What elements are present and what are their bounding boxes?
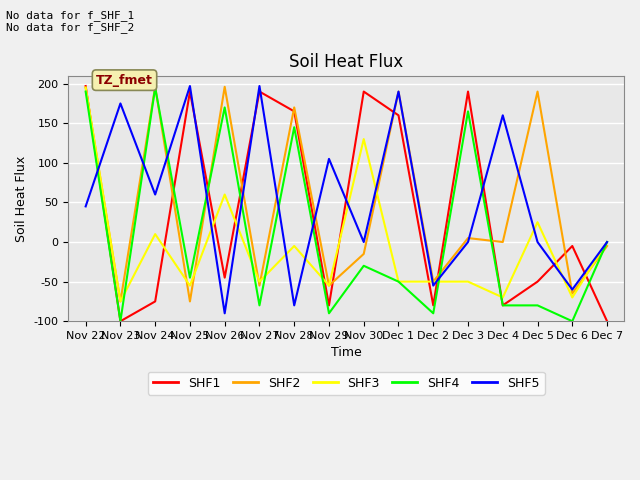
SHF4 <box>499 302 507 308</box>
Line: SHF1: SHF1 <box>86 86 607 321</box>
SHF3 <box>82 85 90 91</box>
SHF1 <box>255 89 263 95</box>
Line: SHF4: SHF4 <box>86 88 607 321</box>
SHF1 <box>464 89 472 95</box>
SHF3 <box>499 295 507 300</box>
SHF4 <box>325 311 333 316</box>
SHF4 <box>255 302 263 308</box>
SHF5 <box>534 239 541 245</box>
SHF3 <box>464 279 472 285</box>
SHF4 <box>360 263 367 269</box>
SHF2 <box>221 84 228 90</box>
SHF1 <box>534 279 541 285</box>
SHF1 <box>360 89 367 95</box>
SHF2 <box>534 89 541 95</box>
SHF3 <box>604 239 611 245</box>
SHF1 <box>221 275 228 280</box>
SHF4 <box>534 302 541 308</box>
SHF4 <box>604 239 611 245</box>
SHF1 <box>429 302 437 308</box>
SHF4 <box>429 311 437 316</box>
SHF3 <box>325 283 333 288</box>
SHF2 <box>604 243 611 249</box>
Line: SHF3: SHF3 <box>86 88 607 301</box>
SHF4 <box>568 318 576 324</box>
Text: No data for f_SHF_1
No data for f_SHF_2: No data for f_SHF_1 No data for f_SHF_2 <box>6 10 134 33</box>
SHF1 <box>291 108 298 114</box>
SHF2 <box>186 299 194 304</box>
SHF4 <box>291 124 298 130</box>
SHF4 <box>186 275 194 280</box>
SHF3 <box>151 231 159 237</box>
SHF4 <box>464 108 472 114</box>
SHF3 <box>534 219 541 225</box>
SHF3 <box>291 243 298 249</box>
Legend: SHF1, SHF2, SHF3, SHF4, SHF5: SHF1, SHF2, SHF3, SHF4, SHF5 <box>148 372 545 395</box>
X-axis label: Time: Time <box>331 347 362 360</box>
SHF2 <box>291 105 298 110</box>
SHF2 <box>395 89 403 95</box>
SHF5 <box>116 101 124 107</box>
SHF4 <box>151 85 159 91</box>
SHF3 <box>360 136 367 142</box>
SHF1 <box>568 243 576 249</box>
SHF2 <box>499 239 507 245</box>
SHF2 <box>151 84 159 90</box>
SHF5 <box>82 204 90 209</box>
SHF2 <box>325 283 333 288</box>
SHF4 <box>82 89 90 95</box>
SHF1 <box>604 318 611 324</box>
Text: TZ_fmet: TZ_fmet <box>96 73 153 87</box>
SHF5 <box>325 156 333 162</box>
Line: SHF2: SHF2 <box>86 87 607 301</box>
SHF1 <box>395 112 403 118</box>
SHF5 <box>568 287 576 292</box>
SHF5 <box>360 239 367 245</box>
SHF5 <box>604 239 611 245</box>
SHF5 <box>186 83 194 89</box>
SHF1 <box>151 299 159 304</box>
SHF5 <box>151 192 159 197</box>
SHF3 <box>395 279 403 285</box>
SHF5 <box>429 283 437 288</box>
SHF2 <box>116 299 124 304</box>
SHF5 <box>221 311 228 316</box>
SHF3 <box>186 283 194 288</box>
SHF4 <box>221 105 228 110</box>
SHF5 <box>464 239 472 245</box>
Line: SHF5: SHF5 <box>86 86 607 313</box>
SHF5 <box>291 302 298 308</box>
SHF1 <box>186 89 194 95</box>
SHF3 <box>221 192 228 197</box>
SHF4 <box>395 279 403 285</box>
Title: Soil Heat Flux: Soil Heat Flux <box>289 53 403 72</box>
SHF1 <box>116 318 124 324</box>
SHF2 <box>429 279 437 285</box>
SHF1 <box>325 302 333 308</box>
SHF3 <box>116 299 124 304</box>
SHF1 <box>499 302 507 308</box>
SHF4 <box>116 318 124 324</box>
SHF5 <box>395 89 403 95</box>
SHF3 <box>568 295 576 300</box>
SHF2 <box>255 283 263 288</box>
SHF1 <box>82 83 90 89</box>
SHF3 <box>255 279 263 285</box>
SHF2 <box>82 85 90 91</box>
SHF5 <box>499 112 507 118</box>
SHF2 <box>464 235 472 241</box>
SHF2 <box>568 290 576 296</box>
SHF5 <box>255 83 263 89</box>
SHF3 <box>429 279 437 285</box>
Y-axis label: Soil Heat Flux: Soil Heat Flux <box>15 156 28 241</box>
SHF2 <box>360 251 367 257</box>
